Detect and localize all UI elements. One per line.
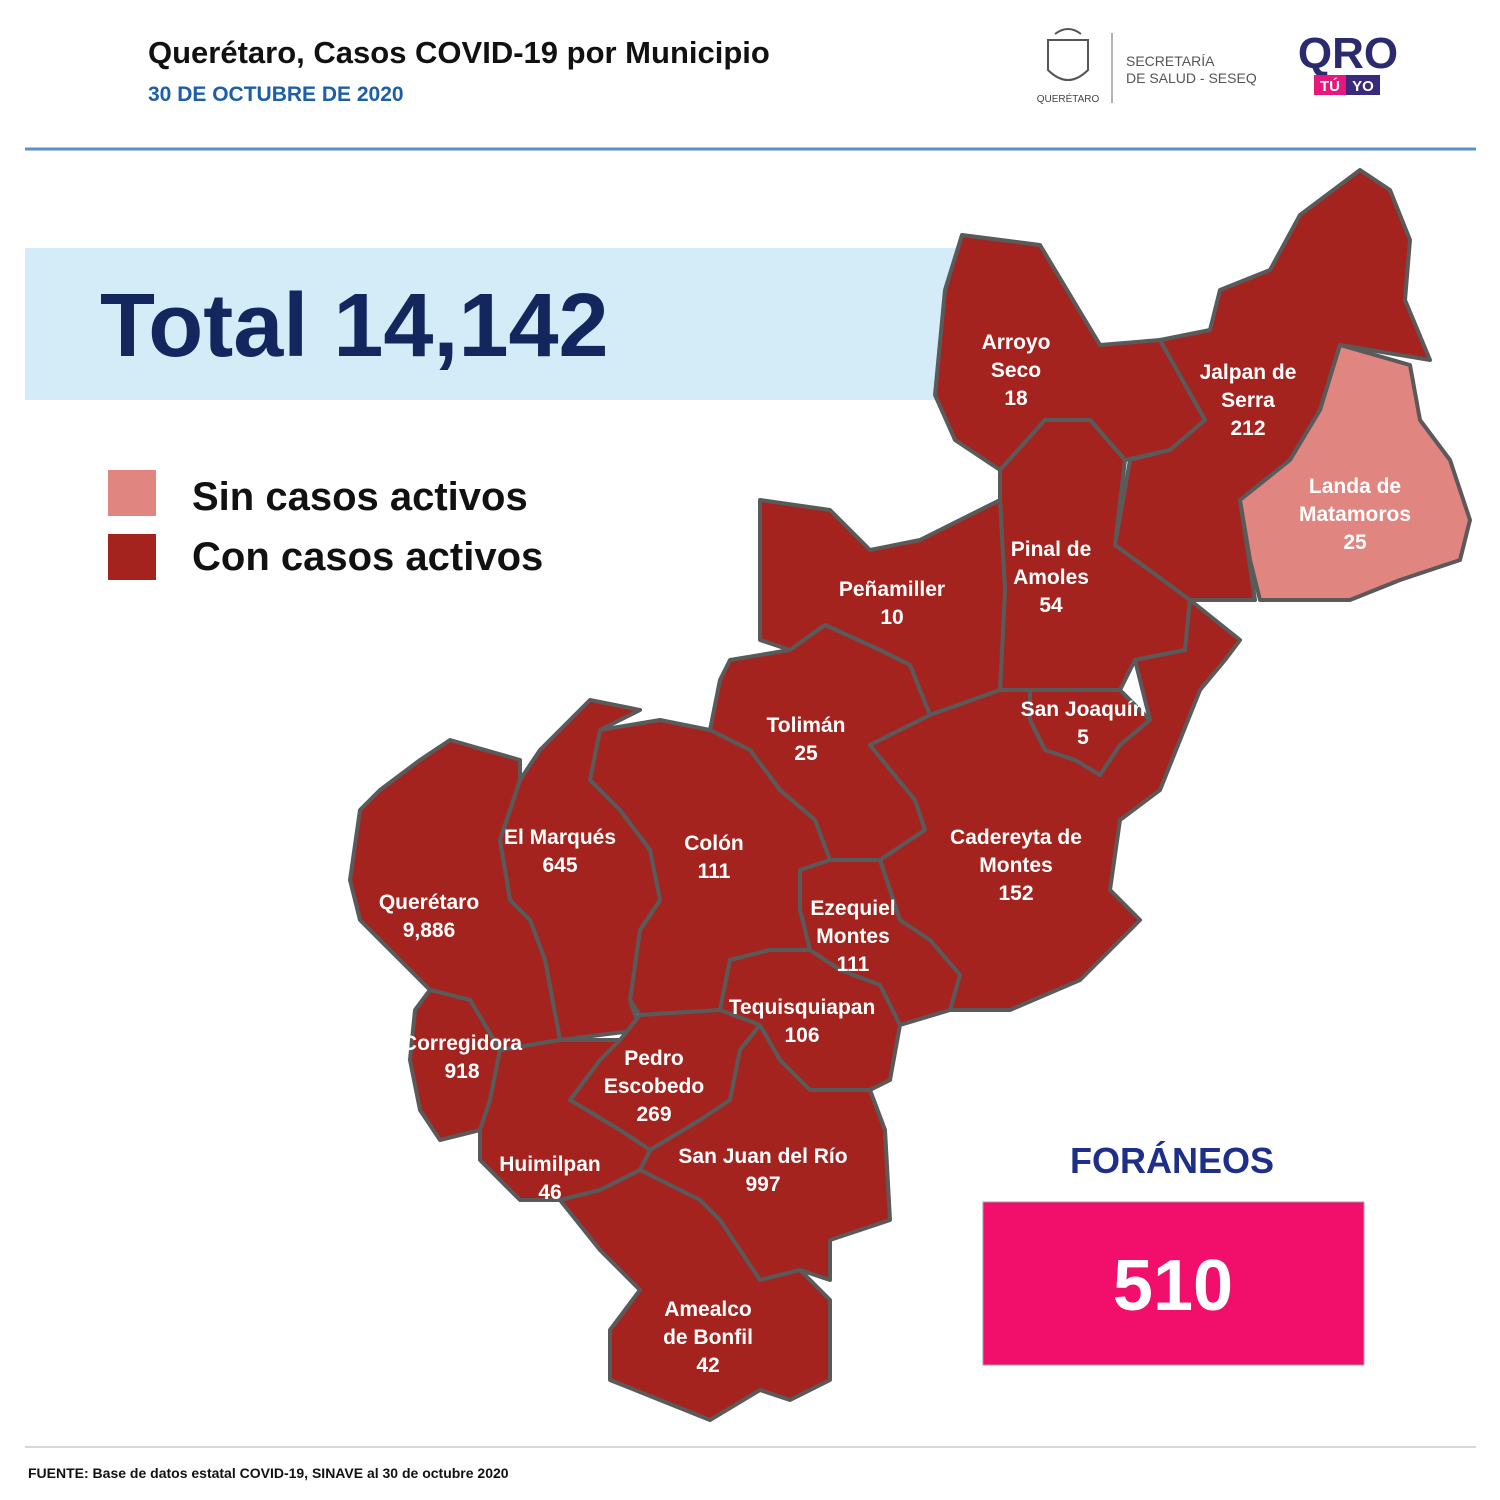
total-banner [25,248,965,400]
legend-swatch [108,534,156,580]
municipality-cases: 152 [998,882,1033,905]
municipality-name: Pedro [624,1047,684,1070]
total-label: Total [100,276,308,376]
qro-logo: QRO [1298,29,1398,78]
municipality-name: Huimilpan [499,1153,601,1176]
municipality-name: Matamoros [1299,503,1411,526]
municipality-cases: 269 [636,1103,671,1126]
municipality-name: Pinal de [1011,538,1092,561]
municipality-label: Landa de Matamoros 25 [1299,475,1411,554]
municipality-label: San Juan del Río 997 [678,1145,847,1196]
municipality-name: El Marqués [504,826,616,849]
municipality-label: Pedro Escobedo 269 [604,1047,704,1126]
municipality [1238,343,1472,602]
legend-label: Sin casos activos [192,475,528,519]
municipality-label: San Joaquín 5 [1021,698,1146,749]
municipality-name: Montes [979,854,1053,877]
municipality-name: Arroyo [982,331,1051,354]
secretaria-line: SECRETARÍA [1126,53,1215,69]
date: 30 DE OCTUBRE DE 2020 [148,83,404,106]
state-logo-text: QUERÉTARO [1037,92,1100,105]
municipality-cases: 46 [538,1181,561,1204]
legend-label: Con casos activos [192,535,543,579]
municipality-cases: 645 [542,854,577,877]
secretaria-line: DE SALUD - SESEQ [1126,70,1257,86]
municipality-cases: 106 [784,1024,819,1047]
municipality-cases: 997 [745,1173,780,1196]
municipality-cases: 42 [696,1354,719,1377]
total: Total 14,142 [100,276,609,376]
municipality-name: Colón [684,832,743,855]
municipality-name: Amoles [1013,566,1089,589]
municipality-label: Arroyo Seco 18 [982,331,1051,410]
qro-tu: TÚ [1320,77,1340,95]
title: Querétaro, Casos COVID-19 por Municipio [148,35,770,70]
municipality-label: Tequisquiapan 106 [729,996,876,1047]
footer: FUENTE: Base de datos estatal COVID-19, … [28,1465,509,1481]
municipality-name: Landa de [1309,475,1401,498]
municipality-name: Tequisquiapan [729,996,876,1019]
municipality-name: Ezequiel [810,897,895,920]
municipality-name: Corregidora [402,1032,523,1055]
municipality-label: Tolimán 25 [767,714,846,765]
map [348,168,1472,1422]
municipality-label: Jalpan de Serra 212 [1200,361,1297,440]
municipality-label: Querétaro 9,886 [379,891,479,942]
municipality-name: Amealco [664,1298,752,1321]
emblem [1047,39,1089,81]
municipality [478,1038,652,1202]
qro-tu-box [1314,75,1346,95]
municipality-label: Pinal de Amoles 54 [1011,538,1092,617]
qro-yo: YO [1352,78,1374,95]
municipality-name: Querétaro [379,891,479,914]
municipality-name: de Bonfil [663,1326,753,1349]
municipality-cases: 111 [698,860,731,883]
municipality-cases: 5 [1077,726,1089,749]
municipality-name: San Joaquín [1021,698,1146,721]
municipality-cases: 9,886 [403,919,456,942]
foraneos-box [982,1201,1365,1366]
municipality-name: Escobedo [604,1075,704,1098]
municipality [558,1168,832,1422]
municipality-cases: 25 [1343,531,1367,554]
municipality-cases: 54 [1039,594,1063,617]
municipality-cases: 212 [1230,417,1265,440]
municipality-name: Jalpan de [1200,361,1297,384]
municipality [348,738,562,1052]
municipality-label: Corregidora 918 [402,1032,523,1083]
municipality-name: Serra [1221,389,1275,412]
municipality-label: Colón 111 [684,832,743,883]
municipality-name: Peñamiller [839,578,945,601]
municipality-cases: 25 [794,742,818,765]
foraneos-value: 510 [1113,1246,1233,1326]
municipality-name: Seco [991,359,1041,382]
municipality-name: Cadereyta de [950,826,1082,849]
foraneos-label: FORÁNEOS [1070,1140,1274,1181]
municipality-label: Huimilpan 46 [499,1153,601,1204]
qro-yo-box [1346,75,1380,95]
map-labels: Arroyo Seco 18 Jalpan de Serra 212 Landa de Mat… [379,331,1411,1377]
municipality-label: Ezequiel Montes 111 [810,897,895,976]
legend-swatch [108,470,156,516]
municipality-label: Amealco de Bonfil 42 [663,1298,753,1377]
municipality-label: Cadereyta de Montes 152 [950,826,1082,905]
municipality-label: Peñamiller 10 [839,578,945,629]
total-value: 14,142 [333,276,608,376]
emblem-crown [1054,28,1082,35]
municipality-name: Tolimán [767,714,846,737]
municipality-cases: 111 [837,953,870,976]
municipality-name: Montes [816,925,890,948]
municipality-cases: 10 [880,606,903,629]
municipality-cases: 18 [1004,387,1028,410]
municipality-label: El Marqués 645 [504,826,616,877]
state-logo: QUERÉTARO [1037,28,1100,105]
municipality [408,988,502,1142]
municipality-name: San Juan del Río [678,1145,847,1168]
municipality-cases: 918 [444,1060,479,1083]
